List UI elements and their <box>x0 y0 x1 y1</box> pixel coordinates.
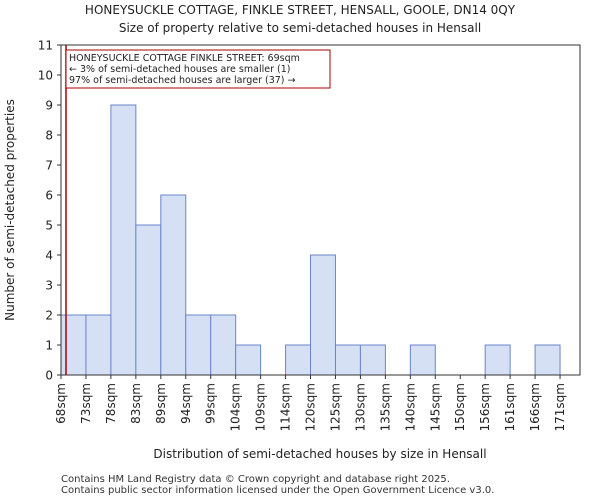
y-tick-label: 3 <box>45 279 53 293</box>
x-tick-label: 120sqm <box>304 383 318 431</box>
x-tick-label: 166sqm <box>528 383 542 431</box>
bar <box>110 104 137 376</box>
x-tick-label: 104sqm <box>229 383 243 431</box>
x-tick-label: 125sqm <box>328 383 342 431</box>
annotation-line-2: ← 3% of semi-detached houses are smaller… <box>69 64 290 75</box>
bar <box>285 344 312 376</box>
x-tick-label: 73sqm <box>79 383 93 424</box>
x-tick-label: 109sqm <box>254 383 268 431</box>
x-tick-label: 135sqm <box>378 383 392 431</box>
bars-group <box>60 104 561 376</box>
bar <box>135 224 162 376</box>
annotation-line-3: 97% of semi-detached houses are larger (… <box>69 75 296 86</box>
bar <box>484 344 511 376</box>
bar <box>334 344 361 376</box>
plot-frame <box>60 44 581 376</box>
y-tick-label: 4 <box>45 249 53 263</box>
bar <box>185 314 212 376</box>
y-axis-ticks: 0 1 2 3 4 5 6 7 8 9 10 11 <box>38 39 61 383</box>
x-axis-label: Distribution of semi-detached houses by … <box>153 447 486 461</box>
bar <box>310 254 336 376</box>
y-tick-label: 1 <box>45 339 53 353</box>
x-tick-label: 161sqm <box>503 383 517 431</box>
bar <box>210 314 237 376</box>
bar <box>235 344 262 376</box>
x-tick-label: 130sqm <box>353 383 367 431</box>
x-tick-label: 171sqm <box>553 383 567 431</box>
x-tick-label: 89sqm <box>154 383 168 424</box>
annotation-box: HONEYSUCKLE COTTAGE FINKLE STREET: 69sqm… <box>65 49 331 89</box>
x-tick-label: 140sqm <box>403 383 417 431</box>
y-tick-label: 0 <box>45 369 53 383</box>
y-tick-label: 9 <box>45 99 53 113</box>
x-tick-label: 78sqm <box>104 383 118 424</box>
x-tick-label: 114sqm <box>279 383 293 431</box>
y-tick-label: 6 <box>45 189 53 203</box>
bar <box>409 344 436 376</box>
y-tick-label: 2 <box>45 309 53 323</box>
footer-line-1: Contains HM Land Registry data © Crown c… <box>61 474 450 485</box>
chart-subtitle: Size of property relative to semi-detach… <box>119 21 481 35</box>
x-axis-ticks: 68sqm 73sqm 78sqm 83sqm 89sqm 94sqm 99sqm 104sq… <box>54 375 567 431</box>
annotation-line-1: HONEYSUCKLE COTTAGE FINKLE STREET: 69sqm <box>69 53 300 64</box>
chart-title: HONEYSUCKLE COTTAGE, FINKLE STREET, HENS… <box>85 3 516 17</box>
y-tick-label: 7 <box>45 159 53 173</box>
bar <box>60 314 87 376</box>
y-tick-label: 10 <box>38 69 53 83</box>
y-axis-label: Number of semi-detached properties <box>3 99 17 321</box>
x-tick-label: 68sqm <box>54 383 68 424</box>
y-tick-label: 8 <box>45 129 53 143</box>
bar <box>359 344 386 376</box>
x-tick-label: 94sqm <box>179 383 193 424</box>
bar <box>85 314 112 376</box>
footer-line-2: Contains public sector information licen… <box>61 485 495 496</box>
x-tick-label: 156sqm <box>478 383 492 431</box>
bar <box>160 194 187 376</box>
y-tick-label: 11 <box>38 39 53 53</box>
x-tick-label: 83sqm <box>129 383 143 424</box>
x-tick-label: 99sqm <box>204 383 218 424</box>
x-tick-label: 145sqm <box>428 383 442 431</box>
bar <box>534 344 561 376</box>
x-tick-label: 150sqm <box>453 383 467 431</box>
y-tick-label: 5 <box>45 219 53 233</box>
